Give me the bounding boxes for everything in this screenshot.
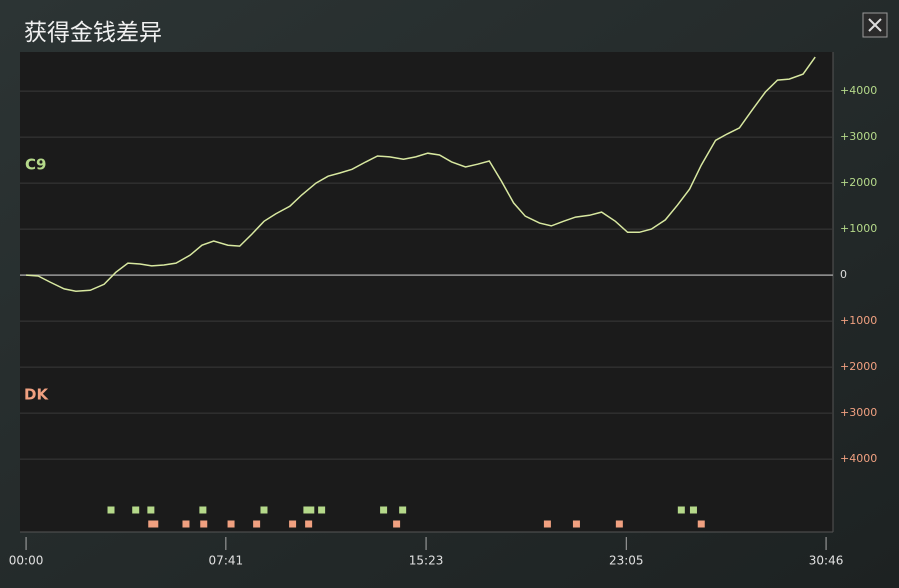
- event-marker: [393, 520, 401, 528]
- event-marker: [380, 506, 388, 514]
- close-button[interactable]: [862, 12, 888, 38]
- y-tick-label: +1000: [840, 314, 877, 327]
- y-tick-label: +3000: [840, 406, 877, 419]
- event-marker: [260, 506, 268, 514]
- y-tick-label: +4000: [840, 452, 877, 465]
- event-marker: [147, 506, 155, 514]
- event-marker: [182, 520, 190, 528]
- event-marker: [615, 520, 623, 528]
- event-marker: [399, 506, 407, 514]
- event-marker: [572, 520, 580, 528]
- y-tick-label: 0: [840, 268, 847, 281]
- plot-background: [20, 52, 833, 532]
- event-marker: [697, 520, 705, 528]
- y-tick-label: +1000: [840, 222, 877, 235]
- close-icon: [868, 18, 882, 32]
- team-label: DK: [24, 386, 49, 404]
- y-tick-label: +2000: [840, 360, 877, 373]
- team-label: C9: [25, 156, 46, 174]
- event-marker: [305, 520, 313, 528]
- event-marker: [107, 506, 115, 514]
- x-tick-label: 30:46: [809, 554, 844, 568]
- event-marker: [200, 520, 208, 528]
- event-marker: [289, 520, 297, 528]
- event-marker: [318, 506, 326, 514]
- event-marker: [199, 506, 207, 514]
- event-marker: [253, 520, 261, 528]
- event-marker: [227, 520, 235, 528]
- event-marker: [543, 520, 551, 528]
- x-tick-label: 00:00: [9, 554, 44, 568]
- title: 获得金钱差异: [24, 20, 162, 46]
- event-marker: [151, 520, 159, 528]
- x-tick-label: 15:23: [409, 554, 444, 568]
- event-marker: [307, 506, 315, 514]
- y-tick-label: +3000: [840, 130, 877, 143]
- event-marker: [303, 506, 311, 514]
- event-marker: [689, 506, 697, 514]
- event-marker: [132, 506, 140, 514]
- x-tick-label: 07:41: [209, 554, 244, 568]
- gold-diff-line: [26, 56, 816, 292]
- y-tick-label: +2000: [840, 176, 877, 189]
- event-marker: [677, 506, 685, 514]
- x-tick-label: 23:05: [609, 554, 644, 568]
- y-tick-label: +4000: [840, 84, 877, 97]
